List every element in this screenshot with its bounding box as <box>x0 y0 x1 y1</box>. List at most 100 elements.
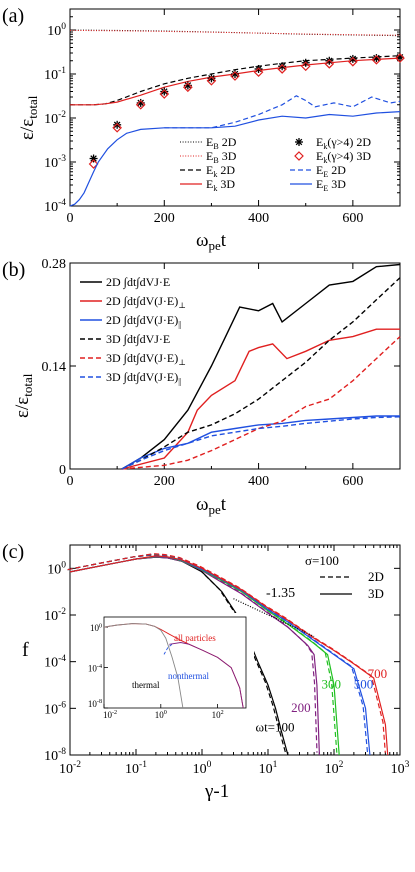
panel-c-xlabel: γ-1 <box>204 781 229 802</box>
b-series-line-3 <box>121 277 401 470</box>
inset-y-tick-label: 100 <box>90 623 102 633</box>
x-tick-label: 400 <box>248 211 269 226</box>
b-legend-label: 2D ∫dt∫dVJ·E <box>106 275 170 289</box>
a-marker-star <box>113 120 122 129</box>
inset-frame <box>103 616 247 709</box>
b-legend-label: 2D ∫dt∫dV(J·E)|| <box>106 313 181 329</box>
a-marker-star <box>348 54 357 63</box>
panel-b-axes: 0 200 400 600 0 0.14 0.28 <box>42 257 400 489</box>
panel-c-label: (c) <box>2 541 24 563</box>
a-legend-label: EB 3D <box>206 149 237 165</box>
a-series-line-6 <box>164 95 401 129</box>
panel-a-ylabel: ε/εtotal <box>17 95 40 140</box>
a-legend-label: EE 2D <box>316 163 346 179</box>
a-marker-diamond <box>395 53 405 63</box>
y-tick-label: 10-2 <box>44 110 66 127</box>
b-legend-label: 3D ∫dt∫dV(J·E)|| <box>106 370 181 386</box>
y-tick-label: 0.14 <box>42 360 67 375</box>
y-tick-label: 10-6 <box>44 700 66 717</box>
a-legend-label: Ek 3D <box>206 177 235 193</box>
x-tick-label: 102 <box>325 760 344 777</box>
panel-c-ylabel: f <box>22 639 29 661</box>
c-time-label: 500 <box>354 677 374 692</box>
x-tick-label: 100 <box>193 760 212 777</box>
panel-b-ylabel: ε/εtotal <box>12 373 35 418</box>
a-marker-diamond <box>88 159 99 169</box>
a-marker-diamond <box>277 64 287 74</box>
inset-y-tick-label: 10-4 <box>88 664 102 674</box>
panel-a-label: (a) <box>2 5 24 27</box>
panel-a-axes: 0 200 400 600 10-4 10-3 10-2 10-1 100 <box>44 9 400 226</box>
x-tick-label: 103 <box>391 760 410 777</box>
x-tick-label: 0 <box>67 211 74 226</box>
c-series-2d-4 <box>67 553 386 753</box>
y-tick-label: 100 <box>47 560 66 577</box>
a-marker-diamond <box>371 54 382 65</box>
a-marker-star <box>89 154 98 163</box>
panel-b-xlabel: ωpet <box>196 494 227 517</box>
inset-annotation: all particles <box>174 633 216 643</box>
c-time-label: 700 <box>368 666 388 681</box>
a-marker-diamond <box>253 67 264 78</box>
inset-x-tick-label: 100 <box>155 710 167 720</box>
panel-c-frame <box>69 544 401 756</box>
a-legend-marker <box>295 138 303 146</box>
panel-a-series <box>69 29 405 207</box>
c-series-3d-4 <box>69 555 389 756</box>
a-series-line-3 <box>70 57 401 106</box>
a-legend-label: EB 2D <box>206 135 237 151</box>
a-marker-star <box>325 56 334 65</box>
panel-c-axes: 10-2 10-1 100 101 102 103 10-8 10-6 10-4 10-2 100 <box>44 545 410 777</box>
b-series-line-1 <box>121 328 400 470</box>
a-marker-diamond <box>159 89 170 99</box>
c-legend-label: 3D <box>368 586 384 601</box>
b-series-line-4 <box>121 336 401 470</box>
panel-c-inset: 10-2 100 102 100 10-4 10-8 all particles therma… <box>88 613 254 728</box>
c-legend-label: 2D <box>368 569 384 584</box>
a-marker-star <box>278 62 287 71</box>
y-tick-label: 100 <box>47 22 66 39</box>
a-legend-label: Ek(γ>4) 2D <box>316 135 371 151</box>
a-marker-star <box>160 87 169 96</box>
panel-a-frame <box>69 8 401 207</box>
a-marker-diamond <box>112 122 122 133</box>
y-tick-label: 10-2 <box>44 607 66 624</box>
y-tick-label: 0.28 <box>42 257 67 272</box>
y-tick-label: 10-3 <box>44 154 66 171</box>
inset-series-2 <box>169 642 244 709</box>
y-tick-label: 10-8 <box>44 747 66 764</box>
x-tick-label: 400 <box>248 474 269 489</box>
c-slope-line <box>233 598 315 638</box>
a-legend-label: Ek(γ>4) 3D <box>316 149 371 165</box>
b-legend-label: 2D ∫dt∫dV(J·E)⊥ <box>106 294 186 310</box>
x-tick-label: 600 <box>342 211 363 226</box>
b-legend-label: 3D ∫dt∫dV(J·E)⊥ <box>106 351 186 367</box>
a-series-line-1 <box>69 29 401 36</box>
panel-c-legend: σ=100 2D 3D <box>305 553 384 601</box>
x-tick-label: 600 <box>342 474 363 489</box>
c-time-label: ωt=100 <box>256 720 295 735</box>
a-series-line-7 <box>69 111 401 207</box>
a-marker-diamond <box>206 75 217 86</box>
c-series-2d-0 <box>67 554 287 753</box>
x-tick-label: 10-2 <box>59 760 81 777</box>
a-legend-label: Ek 2D <box>206 163 235 179</box>
inset-background <box>88 613 254 728</box>
a-marker-diamond <box>230 71 240 81</box>
inset-annotation: thermal <box>132 680 160 690</box>
x-tick-label: 101 <box>259 760 278 777</box>
c-time-label: 300 <box>322 677 342 692</box>
x-tick-label: 10-1 <box>125 760 147 777</box>
inset-series-3 <box>163 643 173 655</box>
x-tick-label: 0 <box>67 474 74 489</box>
inset-x-tick-label: 102 <box>212 710 224 720</box>
c-time-label: 200 <box>291 700 311 715</box>
a-marker-diamond <box>300 61 311 72</box>
c-legend-title: σ=100 <box>305 553 339 568</box>
x-tick-label: 200 <box>154 474 175 489</box>
